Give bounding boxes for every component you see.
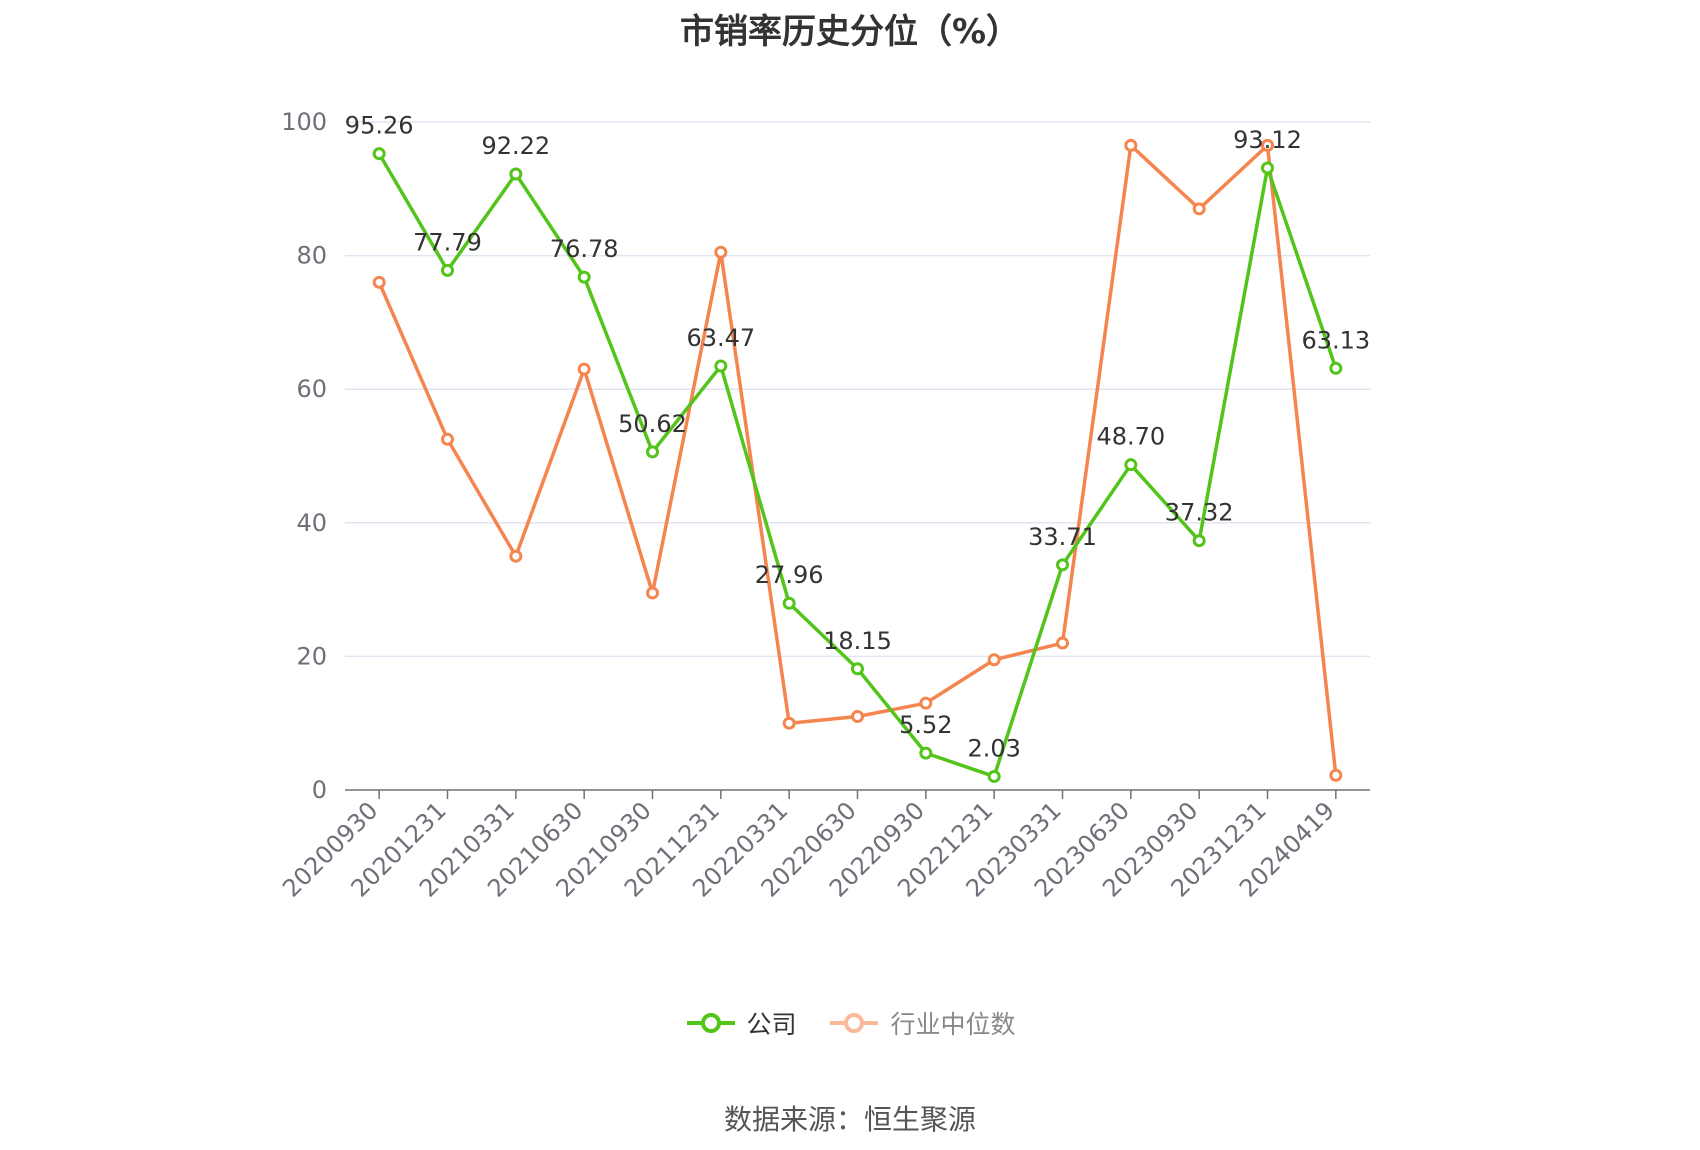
- data-label: 93.12: [1233, 126, 1302, 154]
- y-tick-label: 20: [296, 642, 327, 670]
- y-tick-label: 60: [296, 375, 327, 403]
- point-company: [509, 167, 523, 181]
- y-tick-label: 0: [312, 776, 327, 804]
- point-company: [919, 746, 933, 760]
- data-label: 63.47: [686, 324, 755, 352]
- point-company: [782, 596, 796, 610]
- data-label: 63.13: [1301, 326, 1370, 354]
- legend-company-label: 公司: [746, 1010, 797, 1039]
- legend-industry-label: 行业中位数: [890, 1010, 1016, 1039]
- chart-title: 市销率历史分位（%）: [679, 12, 1021, 52]
- series-line-industry-median: [377, 143, 1338, 776]
- data-label: 50.62: [618, 410, 687, 438]
- data-label: 95.26: [345, 112, 414, 140]
- data-label: 5.52: [899, 711, 952, 739]
- legend-item-company[interactable]: 公司: [685, 1005, 797, 1041]
- data-label: 76.78: [550, 235, 619, 263]
- point-industry-median: [1329, 768, 1343, 782]
- point-company: [987, 769, 1001, 783]
- y-tick-label: 100: [281, 108, 327, 136]
- point-company: [1056, 558, 1069, 572]
- point-company: [851, 662, 864, 676]
- grid-lines: [345, 121, 1370, 658]
- point-company: [577, 270, 591, 284]
- point-industry-median: [1261, 138, 1274, 152]
- point-company: [1124, 458, 1138, 472]
- point-company: [1329, 361, 1343, 375]
- data-label: 18.15: [823, 627, 892, 655]
- point-industry-median: [646, 586, 659, 600]
- point-industry-median: [987, 653, 1001, 667]
- legend: 公司 行业中位数: [0, 1005, 1700, 1041]
- point-industry-median: [577, 362, 591, 376]
- data-label: 27.96: [755, 561, 824, 589]
- data-labels: 95.26 77.79 92.22 76.78 50.62 63.47 27.96 18.15…: [345, 112, 1370, 763]
- data-label: 92.22: [481, 132, 550, 160]
- data-label: 2.03: [967, 734, 1020, 762]
- legend-item-industry-median[interactable]: 行业中位数: [828, 1005, 1015, 1041]
- y-tick-label: 80: [296, 242, 327, 270]
- point-company: [441, 263, 454, 277]
- legend-industry-marker-icon: [830, 1013, 879, 1033]
- legend-company-marker-icon: [686, 1013, 735, 1033]
- point-industry-median: [782, 716, 796, 730]
- data-label: 77.79: [413, 228, 482, 256]
- source-note: 数据来源：恒生聚源: [723, 1103, 976, 1136]
- point-company: [1261, 161, 1274, 175]
- y-tick-label: 40: [296, 509, 327, 537]
- point-industry-median: [919, 696, 933, 710]
- point-industry-median: [851, 710, 864, 724]
- point-industry-median: [372, 275, 386, 289]
- point-company: [714, 359, 728, 373]
- axes: 0204060801002020093020201231202103312021…: [277, 108, 1370, 903]
- point-industry-median: [1124, 138, 1138, 152]
- point-company: [1192, 534, 1206, 548]
- series-line-company: [377, 152, 1338, 779]
- point-industry-median: [509, 549, 523, 563]
- point-industry-median: [1056, 636, 1069, 650]
- point-industry-median: [441, 432, 454, 446]
- point-company: [372, 147, 386, 161]
- series-lines: [372, 138, 1343, 783]
- point-industry-median: [1192, 202, 1206, 216]
- data-label: 37.32: [1165, 499, 1234, 527]
- point-company: [646, 445, 659, 459]
- data-label: 33.71: [1028, 523, 1097, 551]
- point-industry-median: [714, 245, 728, 259]
- data-label: 48.70: [1096, 423, 1165, 451]
